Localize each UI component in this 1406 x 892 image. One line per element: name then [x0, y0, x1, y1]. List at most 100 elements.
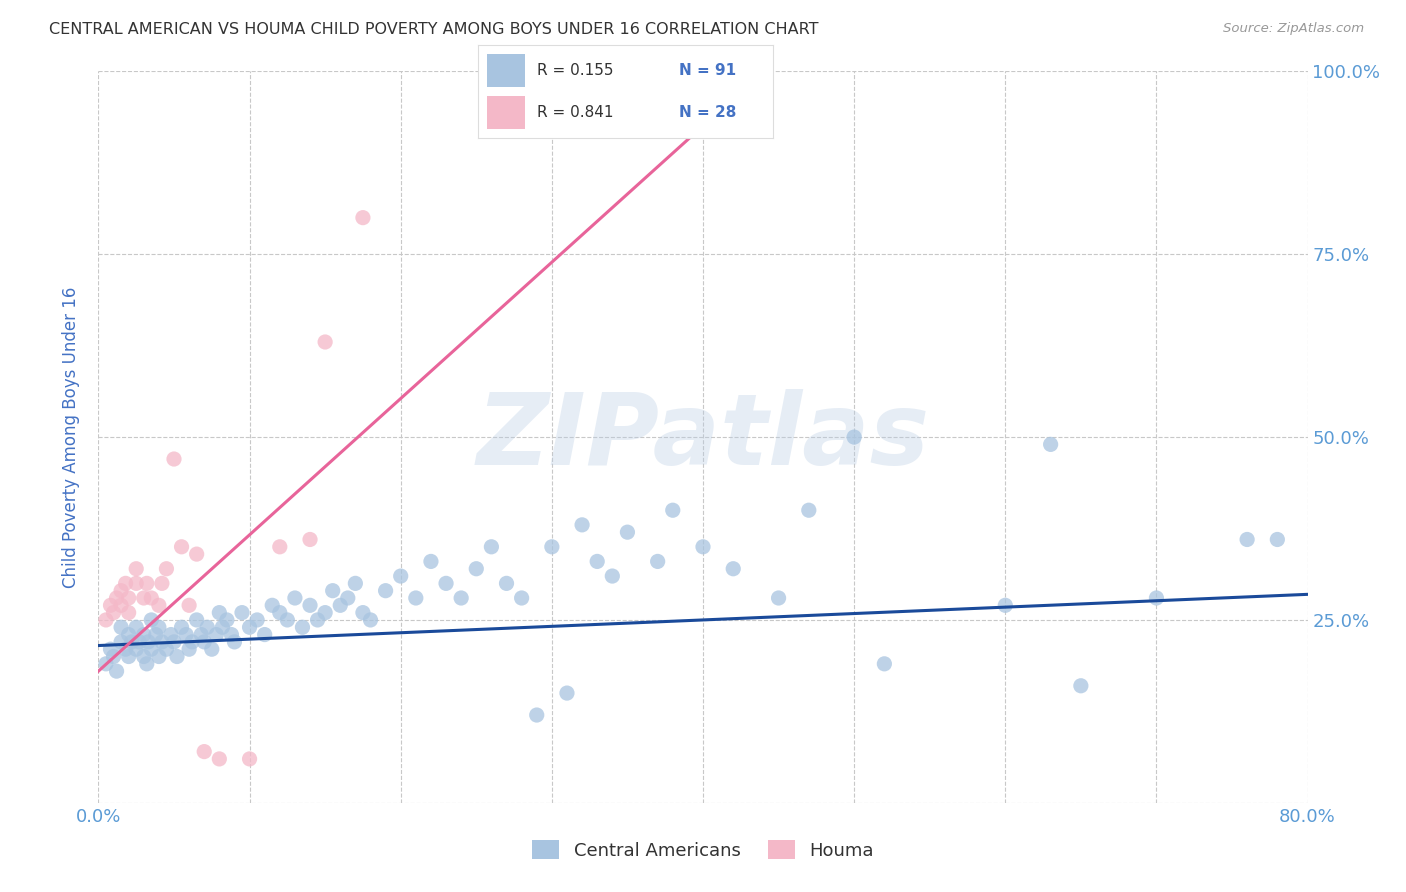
Point — [253, 627, 276, 641]
Point — [797, 503, 820, 517]
Point — [94, 657, 117, 671]
Point — [94, 613, 117, 627]
Point — [602, 569, 624, 583]
Point — [103, 649, 125, 664]
Point — [616, 525, 638, 540]
Point — [1236, 533, 1258, 547]
Point — [284, 591, 307, 605]
Point — [201, 642, 224, 657]
Point — [873, 657, 896, 671]
Point — [155, 642, 177, 657]
Point — [322, 583, 344, 598]
Text: Source: ZipAtlas.com: Source: ZipAtlas.com — [1223, 22, 1364, 36]
Point — [540, 540, 562, 554]
Point — [141, 613, 163, 627]
Point — [994, 599, 1017, 613]
Point — [224, 635, 246, 649]
Point — [118, 627, 141, 641]
Point — [374, 583, 396, 598]
Point — [1070, 679, 1092, 693]
Point — [121, 635, 143, 649]
Point — [110, 620, 132, 634]
Point — [166, 649, 188, 664]
Point — [100, 642, 122, 657]
Point — [389, 569, 412, 583]
Point — [555, 686, 578, 700]
Point — [352, 211, 374, 225]
Point — [314, 334, 336, 349]
Point — [132, 627, 155, 641]
Point — [135, 576, 157, 591]
Point — [125, 642, 148, 657]
Point — [434, 576, 457, 591]
Point — [360, 613, 382, 627]
Point — [661, 503, 683, 517]
Point — [420, 554, 443, 568]
Point — [179, 642, 201, 657]
Point — [405, 591, 427, 605]
Point — [125, 576, 148, 591]
Point — [105, 664, 128, 678]
Point — [195, 620, 218, 634]
Point — [269, 540, 291, 554]
Point — [495, 576, 517, 591]
Point — [148, 599, 170, 613]
Point — [352, 606, 374, 620]
Point — [299, 533, 322, 547]
Point — [586, 554, 609, 568]
Point — [465, 562, 488, 576]
Point — [291, 620, 314, 634]
Point — [239, 620, 262, 634]
Point — [481, 540, 503, 554]
Point — [148, 620, 170, 634]
Point — [148, 649, 170, 664]
Point — [132, 591, 155, 605]
Point — [844, 430, 866, 444]
Point — [118, 591, 141, 605]
Point — [1039, 437, 1062, 451]
Point — [208, 606, 231, 620]
Point — [450, 591, 472, 605]
Point — [768, 591, 790, 605]
Point — [190, 627, 212, 641]
Point — [132, 649, 155, 664]
Point — [170, 540, 193, 554]
Point — [510, 591, 533, 605]
Point — [239, 752, 262, 766]
Point — [269, 606, 291, 620]
Point — [723, 562, 745, 576]
Point — [114, 576, 136, 591]
Point — [103, 606, 125, 620]
Point — [692, 540, 714, 554]
Point — [344, 576, 367, 591]
Point — [174, 627, 197, 641]
Point — [526, 708, 548, 723]
Legend: Central Americans, Houma: Central Americans, Houma — [524, 833, 882, 867]
Point — [105, 591, 128, 605]
Point — [647, 554, 669, 568]
Point — [136, 635, 159, 649]
Text: R = 0.841: R = 0.841 — [537, 105, 613, 120]
Point — [571, 517, 593, 532]
Point — [186, 547, 208, 561]
Point — [125, 620, 148, 634]
Point — [211, 620, 233, 634]
Y-axis label: Child Poverty Among Boys Under 16: Child Poverty Among Boys Under 16 — [62, 286, 80, 588]
Point — [299, 599, 322, 613]
Point — [215, 613, 238, 627]
Point — [181, 635, 204, 649]
Point — [276, 613, 298, 627]
Point — [336, 591, 359, 605]
Text: N = 91: N = 91 — [679, 63, 735, 78]
Point — [135, 657, 157, 671]
Point — [1144, 591, 1167, 605]
Point — [110, 599, 132, 613]
Bar — [486, 96, 526, 129]
Point — [114, 642, 136, 657]
Point — [329, 599, 352, 613]
Point — [125, 562, 148, 576]
Point — [307, 613, 329, 627]
Point — [141, 591, 163, 605]
Point — [145, 627, 167, 641]
Point — [150, 576, 173, 591]
